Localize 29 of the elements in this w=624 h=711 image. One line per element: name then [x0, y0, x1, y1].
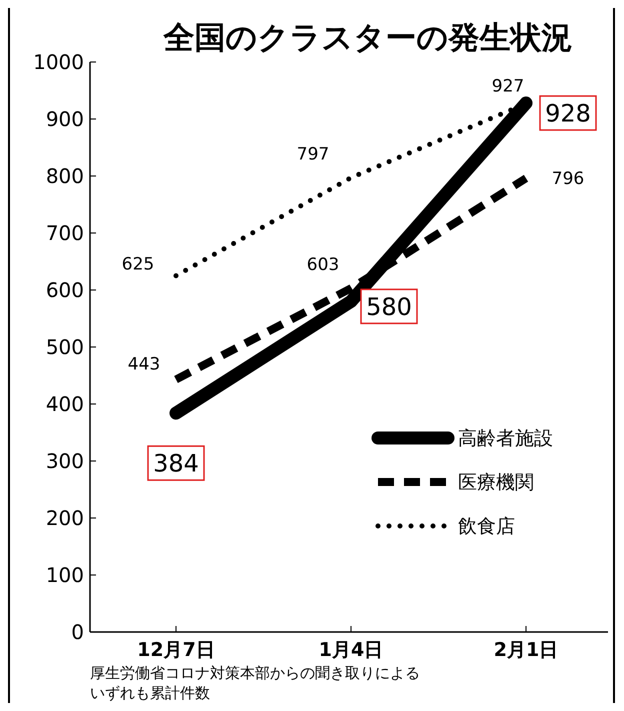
- y-tick-label: 800: [46, 164, 84, 188]
- y-tick-label: 500: [46, 335, 84, 359]
- data-label: 625: [122, 254, 154, 275]
- y-tick-label: 700: [46, 221, 84, 245]
- y-tick-label: 400: [46, 392, 84, 416]
- y-tick-label: 600: [46, 278, 84, 302]
- data-label: 603: [306, 255, 340, 276]
- y-tick-label: 0: [71, 620, 84, 644]
- y-tick-label: 100: [46, 563, 84, 587]
- y-tick-label: 1000: [33, 50, 84, 74]
- chart-title: 全国のクラスターの発生状況: [162, 20, 572, 56]
- data-label: 927: [492, 76, 524, 97]
- data-label: 796: [552, 169, 584, 190]
- legend-label: 高齢者施設: [458, 428, 553, 450]
- data-label: 443: [128, 354, 160, 374]
- text: いずれも累計件数: [90, 684, 210, 702]
- x-tick-label: 2月1日: [494, 639, 558, 661]
- x-tick-label: 12月7日: [137, 639, 215, 661]
- legend-label: 飲食店: [458, 516, 515, 538]
- legend-label: 医療機関: [458, 472, 534, 494]
- data-label: 797: [296, 144, 330, 165]
- x-tick-label: 1月4日: [318, 639, 384, 661]
- data-label: 580: [366, 292, 412, 321]
- text: 厚生労働省コロナ対策本部からの聞き取りによる: [90, 664, 420, 682]
- y-tick-label: 900: [46, 107, 84, 131]
- data-label: 928: [545, 99, 591, 128]
- data-label: 384: [153, 450, 199, 478]
- y-tick-label: 300: [46, 449, 84, 473]
- y-tick-label: 200: [46, 506, 84, 530]
